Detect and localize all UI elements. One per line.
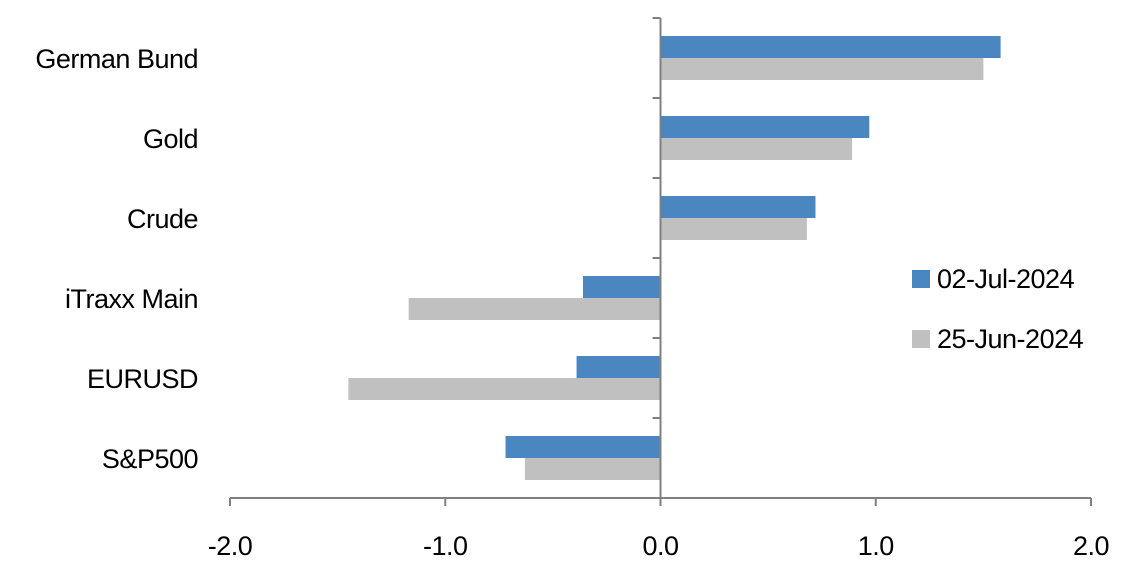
bar-series1 [576,356,661,378]
category-label: Gold [143,124,198,154]
x-tick-label: -2.0 [208,531,253,561]
bar-series1 [505,436,661,458]
category-label: German Bund [35,44,198,74]
category-label: iTraxx Main [65,284,198,314]
x-tick-label: 1.0 [858,531,894,561]
legend-label: 25-Jun-2024 [937,324,1084,354]
bar-series2 [660,138,853,160]
legend-swatch [912,270,930,288]
bar-series1 [660,196,816,218]
category-label: Crude [127,204,198,234]
bar-series1 [583,276,661,298]
x-tick-label: 2.0 [1073,531,1109,561]
bar-series2 [524,458,661,480]
x-tick-label: 0.0 [642,531,678,561]
bar-series2 [660,218,807,240]
x-tick-label: -1.0 [423,531,468,561]
bar-series2 [348,378,661,400]
legend-label: 02-Jul-2024 [937,264,1075,294]
category-label: S&P500 [102,444,198,474]
legend-swatch [912,330,930,348]
bar-series1 [660,36,1001,58]
bar-series2 [660,58,984,80]
bar-series1 [660,116,870,138]
bar-series2 [408,298,661,320]
category-label: EURUSD [87,364,198,394]
